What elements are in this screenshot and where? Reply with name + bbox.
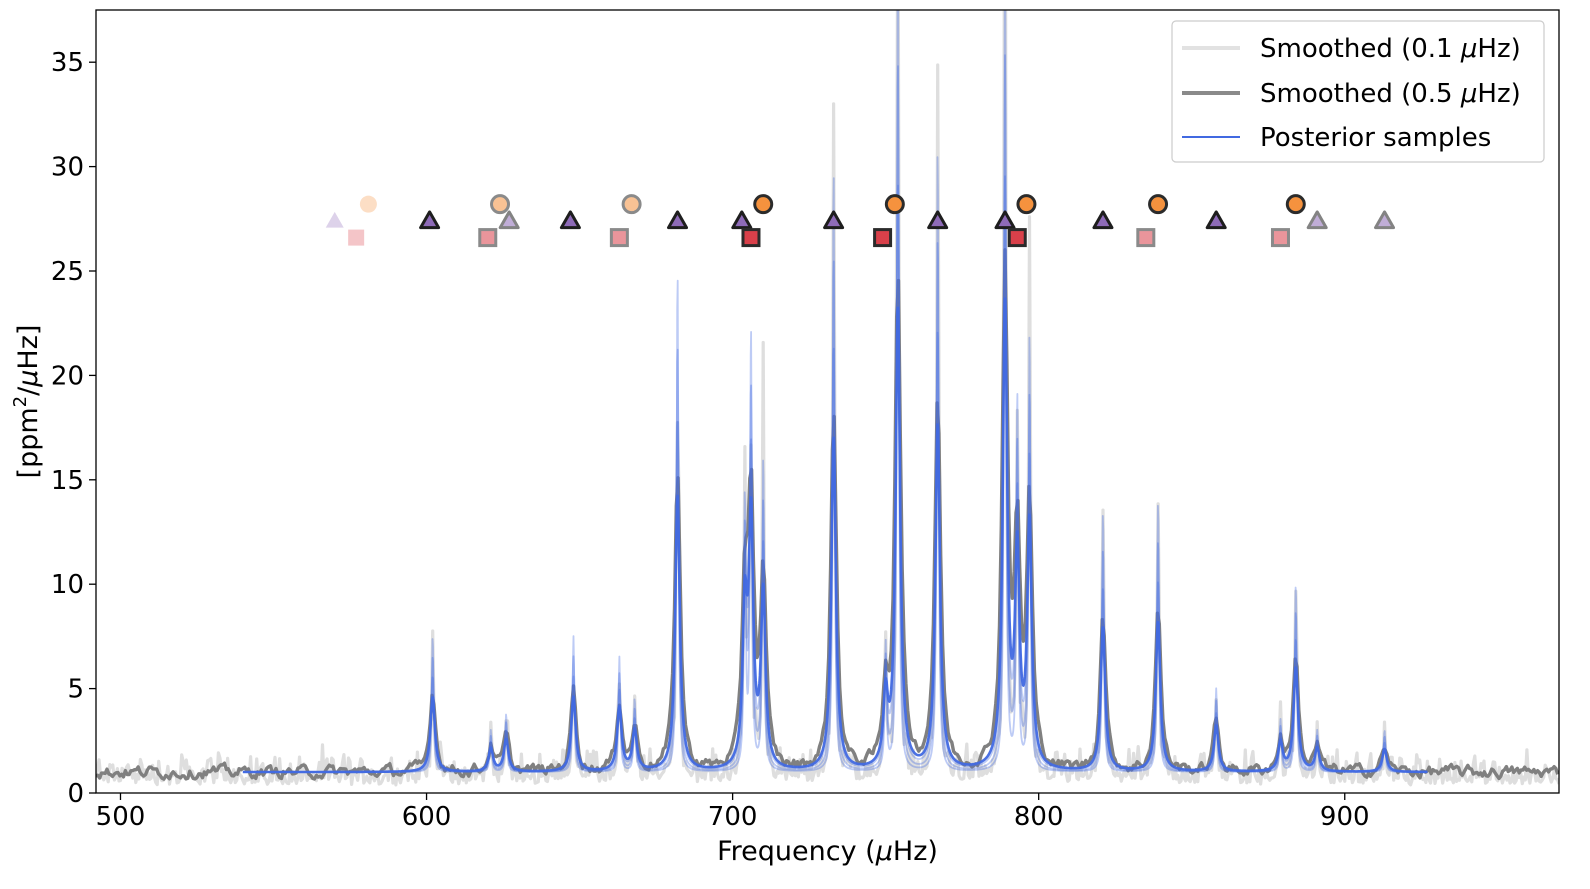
y-tick-label: 35 — [51, 48, 84, 78]
l2-mode-marker — [609, 228, 629, 248]
x-axis-label: Frequency (μHz) — [717, 836, 938, 867]
l1-mode-marker — [498, 210, 520, 230]
l1-mode-marker — [559, 210, 581, 230]
l1-mode-marker — [419, 210, 441, 230]
l2-mode-marker — [348, 229, 365, 246]
x-axis: 500 600 700 800 900 — [96, 793, 1370, 832]
l2-mode-marker — [1007, 228, 1027, 248]
l1-mode-marker — [325, 211, 344, 228]
posterior-sample-line — [242, 297, 1429, 774]
l0-mode-marker — [359, 195, 377, 213]
legend: Smoothed (0.1 μHz) Smoothed (0.5 μHz) Po… — [1171, 20, 1545, 163]
l1-mode-marker — [823, 210, 845, 230]
l1-mode-marker — [927, 210, 949, 230]
l0-mode-marker — [621, 194, 642, 215]
l2-mode-marker — [873, 228, 893, 248]
y-axis-label: [ppm2/μHz] — [10, 325, 44, 479]
x-tick-label: 800 — [1014, 802, 1064, 832]
l0-mode-marker — [1285, 194, 1306, 215]
marker-layer — [325, 194, 1396, 248]
y-axis: 0 5 10 15 20 25 30 35 — [51, 48, 96, 809]
l0-mode-marker — [884, 194, 905, 215]
y-tick-label: 25 — [51, 257, 84, 287]
l2-mode-marker — [741, 228, 761, 248]
l1-mode-marker — [1306, 210, 1328, 230]
l1-mode-marker — [1205, 210, 1227, 230]
legend-entry-smoothed-01: Smoothed (0.1 μHz) — [1260, 34, 1521, 64]
y-tick-label: 0 — [67, 779, 84, 809]
x-tick-label: 500 — [96, 802, 146, 832]
y-tick-label: 5 — [67, 675, 84, 705]
x-tick-label: 600 — [402, 802, 452, 832]
l0-mode-marker — [753, 194, 774, 215]
x-tick-label: 900 — [1320, 802, 1370, 832]
l1-mode-marker — [1092, 210, 1114, 230]
series-layer — [96, 10, 1559, 787]
y-tick-label: 30 — [51, 153, 84, 183]
plot-area — [95, 9, 1560, 794]
smoothed-0.1-line — [96, 10, 1559, 787]
l1-mode-marker — [731, 210, 753, 230]
l0-mode-marker — [1016, 194, 1037, 215]
plot-frame — [95, 9, 1560, 794]
l2-mode-marker — [478, 228, 498, 248]
y-tick-label: 20 — [51, 361, 84, 391]
y-tick-label: 10 — [51, 570, 84, 600]
l0-mode-marker — [1148, 194, 1169, 215]
smoothed-0.5-line — [96, 248, 1559, 781]
l2-mode-marker — [1136, 228, 1156, 248]
l1-mode-marker — [994, 210, 1016, 230]
legend-entry-posterior: Posterior samples — [1260, 123, 1491, 153]
legend-box — [1171, 20, 1545, 163]
legend-entry-smoothed-05: Smoothed (0.5 μHz) — [1260, 79, 1521, 109]
x-tick-label: 700 — [708, 802, 758, 832]
l1-mode-marker — [1374, 210, 1396, 230]
l2-mode-marker — [1270, 228, 1290, 248]
l1-mode-marker — [667, 210, 689, 230]
l0-mode-marker — [490, 194, 511, 215]
y-tick-label: 15 — [51, 466, 84, 496]
